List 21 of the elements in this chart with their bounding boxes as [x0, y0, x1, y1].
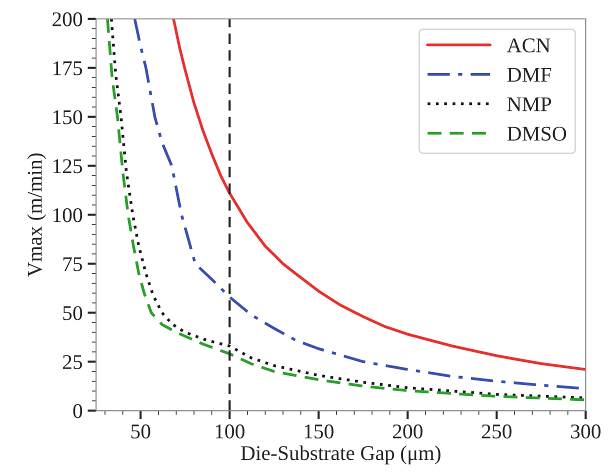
- y-tick-label: 50: [63, 306, 82, 320]
- y-tick-label: 150: [53, 110, 82, 124]
- x-tick-label: 200: [392, 424, 422, 438]
- legend-label: NMP: [507, 97, 552, 112]
- x-tick-label: 50: [131, 424, 150, 438]
- legend-label: ACN: [506, 38, 550, 52]
- legend-label: DMSO: [507, 126, 566, 141]
- x-tick-label: 100: [216, 424, 244, 438]
- y-tick-label: 100: [53, 208, 82, 222]
- y-tick-label: 75: [63, 257, 82, 272]
- x-tick-label: 150: [304, 424, 334, 438]
- x-tick-label: 250: [482, 424, 512, 438]
- y-axis-title: Vmax (m/min): [27, 153, 46, 277]
- x-axis-title: Die-Substrate Gap (μm): [241, 446, 440, 464]
- y-tick-label: 0: [73, 404, 82, 418]
- y-tick-label: 125: [53, 159, 82, 174]
- y-tick-label: 25: [62, 355, 82, 370]
- y-tick-label: 200: [52, 12, 82, 26]
- y-tick-label: 175: [53, 61, 82, 76]
- legend-label: DMF: [507, 68, 552, 82]
- x-tick-label: 300: [571, 424, 601, 438]
